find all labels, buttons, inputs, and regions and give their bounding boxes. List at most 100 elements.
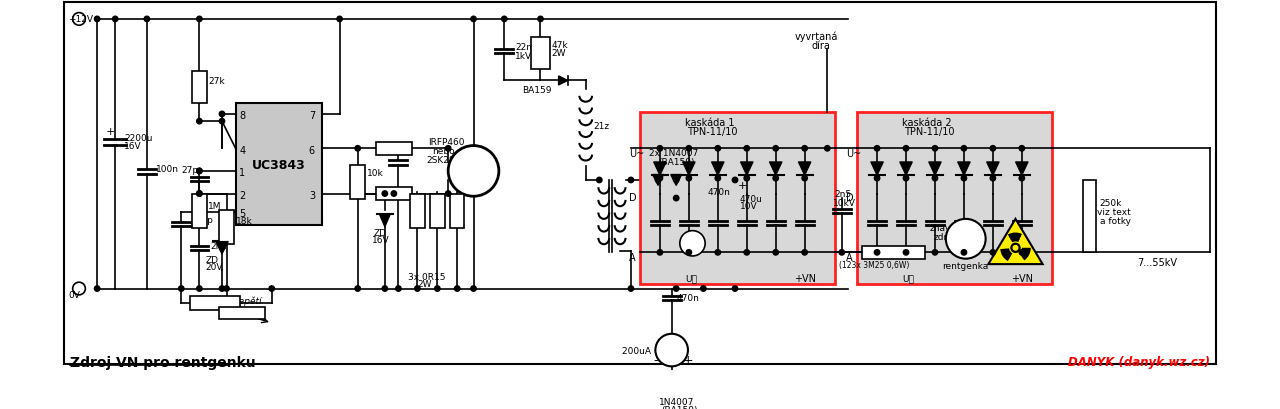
Bar (236, 104, 321, 226)
Polygon shape (870, 162, 883, 176)
Text: 2: 2 (239, 191, 246, 200)
Text: IRFP460: IRFP460 (429, 137, 465, 146)
Circle shape (657, 250, 663, 256)
Text: TPN-11/10: TPN-11/10 (904, 126, 955, 136)
Circle shape (840, 250, 845, 256)
Bar (1083, 180, 1096, 253)
Bar (191, 296, 241, 310)
Circle shape (874, 176, 879, 182)
Polygon shape (654, 162, 666, 176)
Text: 470u: 470u (740, 194, 763, 203)
Circle shape (145, 17, 150, 22)
Circle shape (471, 17, 476, 22)
Text: 1: 1 (239, 168, 246, 178)
Bar (451, 194, 465, 228)
Polygon shape (928, 162, 941, 176)
Circle shape (803, 176, 808, 182)
Text: U₟: U₟ (685, 274, 698, 283)
Circle shape (673, 286, 678, 292)
Circle shape (686, 250, 691, 256)
Circle shape (435, 286, 440, 292)
Circle shape (445, 146, 451, 152)
Text: 20V: 20V (206, 263, 223, 272)
Circle shape (628, 178, 634, 183)
Circle shape (961, 176, 966, 182)
Circle shape (1014, 246, 1018, 250)
Polygon shape (987, 162, 1000, 176)
Circle shape (991, 146, 996, 152)
Circle shape (773, 146, 778, 152)
Text: +VN: +VN (1011, 274, 1033, 283)
Circle shape (95, 17, 100, 22)
Circle shape (73, 283, 86, 295)
Circle shape (904, 176, 909, 182)
Circle shape (732, 178, 737, 183)
Text: +: + (106, 126, 115, 136)
Text: BA159: BA159 (522, 86, 552, 95)
Circle shape (219, 286, 225, 292)
Text: 10V: 10V (740, 201, 758, 210)
Bar (219, 307, 265, 319)
Circle shape (471, 286, 476, 292)
Circle shape (596, 178, 602, 183)
Circle shape (673, 196, 678, 201)
Polygon shape (671, 175, 682, 186)
Text: zdroj: zdroj (934, 233, 956, 242)
Circle shape (991, 176, 996, 182)
Circle shape (95, 286, 100, 292)
Circle shape (628, 286, 634, 292)
Circle shape (113, 17, 118, 22)
Bar (410, 194, 425, 228)
Bar (351, 165, 365, 200)
Text: 100n: 100n (156, 164, 179, 173)
Circle shape (197, 169, 202, 174)
Bar (219, 210, 234, 245)
Bar (192, 194, 206, 228)
Circle shape (1019, 146, 1024, 152)
Text: 1kV: 1kV (515, 52, 532, 61)
Text: vyvrtaná: vyvrtaná (795, 31, 838, 42)
Text: D: D (846, 192, 854, 202)
Text: 15R: 15R (380, 144, 398, 153)
Text: 16V: 16V (372, 236, 390, 245)
Circle shape (197, 286, 202, 292)
Polygon shape (769, 162, 782, 176)
Circle shape (355, 286, 361, 292)
Circle shape (803, 250, 808, 256)
Text: 27p: 27p (182, 165, 198, 174)
Text: D: D (630, 192, 636, 202)
Text: +12V: +12V (68, 16, 93, 24)
Text: 0V: 0V (68, 291, 81, 300)
Circle shape (874, 250, 879, 256)
Text: -: - (654, 353, 658, 366)
Text: 3x 0R15: 3x 0R15 (408, 272, 445, 281)
Circle shape (932, 146, 938, 152)
Text: 3: 3 (308, 191, 315, 200)
Circle shape (224, 286, 229, 292)
Text: kaskáda 2: kaskáda 2 (902, 117, 952, 127)
Polygon shape (988, 219, 1043, 265)
Circle shape (383, 286, 388, 292)
Circle shape (197, 119, 202, 125)
Circle shape (773, 176, 778, 182)
Circle shape (445, 191, 451, 197)
Text: (BA159): (BA159) (658, 158, 695, 167)
Text: +: + (737, 180, 748, 191)
Text: (BA159): (BA159) (660, 405, 698, 409)
Text: 8: 8 (239, 111, 246, 121)
Circle shape (686, 146, 691, 152)
Circle shape (197, 17, 202, 22)
Polygon shape (957, 162, 970, 176)
Circle shape (744, 250, 750, 256)
Bar (640, 113, 835, 284)
Circle shape (197, 191, 202, 197)
Text: 1mA: 1mA (684, 239, 701, 248)
Bar (861, 246, 925, 259)
Text: ZD: ZD (206, 256, 219, 264)
Text: viz text: viz text (1097, 208, 1130, 217)
Circle shape (415, 286, 420, 292)
Circle shape (73, 13, 86, 26)
Text: A: A (846, 253, 852, 263)
Text: 7...55kV: 7...55kV (1138, 257, 1178, 267)
Text: TPN-11/10: TPN-11/10 (687, 126, 737, 136)
